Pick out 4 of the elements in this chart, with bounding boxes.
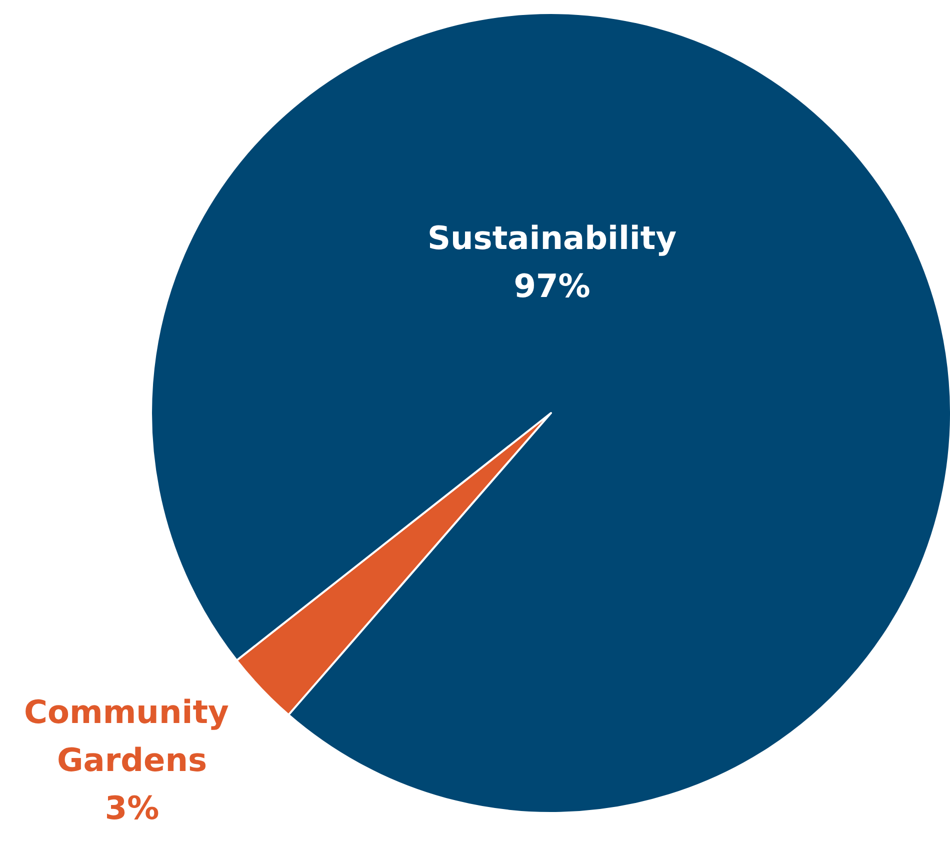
- data-label: 97%: [514, 267, 590, 305]
- data-label: 3%: [104, 789, 160, 827]
- slice-label: Sustainability: [427, 219, 677, 257]
- slice-label: Community Gardens: [24, 693, 240, 779]
